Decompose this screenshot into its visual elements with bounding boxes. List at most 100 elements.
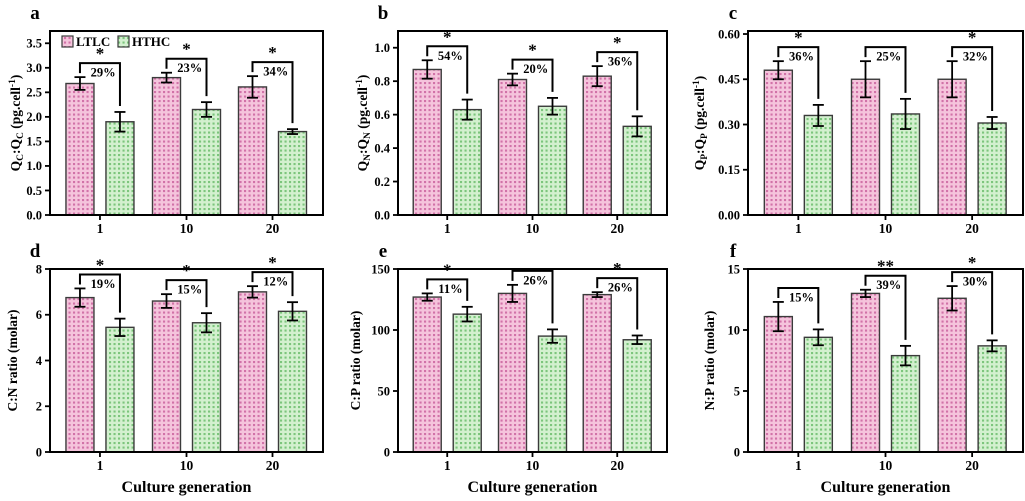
error-bar [591,65,603,88]
y-tick-label: 3.0 [26,61,42,75]
percent-change-label: 30% [963,275,988,289]
percent-change-label: 12% [263,275,288,289]
x-tick-label: 10 [526,221,540,236]
y-tick-label: 100 [371,323,390,337]
significance-asterisk: * [96,255,105,274]
bar-hthc-gen10 [537,105,568,216]
bar-ltlc-gen1 [65,296,95,453]
sig-bracket [777,286,820,324]
y-tick-label: 1.5 [26,135,42,149]
bar-hthc-gen20 [622,339,652,453]
error-bar [900,97,911,130]
bar-ltlc-gen1 [65,82,95,216]
sig-bracket [511,58,554,92]
legend: LTLC HTHC [61,34,170,49]
x-tick-label: 10 [879,221,893,236]
legend-swatch-hthc [117,35,130,48]
sig-bracket [951,271,994,335]
sig-bracket [864,46,907,93]
x-tick-label: 10 [526,458,540,473]
error-bar [421,292,433,302]
significance-asterisk: * [182,40,191,59]
x-tick-label: 10 [180,221,194,236]
y-axis-title: QC:QC (pg.cell-1) [8,75,26,172]
y-tick-label: 3.5 [26,37,42,51]
error-bar [461,98,473,121]
bar-hthc-gen1 [452,108,482,216]
plot-frame [49,30,324,216]
x-tick-label: 20 [965,458,979,473]
percent-change-label: 36% [608,55,633,69]
y-tick-label: 0.60 [718,27,740,41]
error-bar [631,115,643,138]
y-tick-label: 8 [36,262,42,276]
percent-change-label: 32% [963,50,988,64]
panel-letter-f: f [730,241,737,262]
panel-d: d 0 2 4 6 8 C:N ratio (molar) 1 10 20 19% * 15% * 12% *… [5,241,324,496]
bar-hthc-gen10 [191,108,222,216]
error-bar [860,60,871,99]
x-axis-title: Culture generation [122,479,252,496]
plot-frame [49,268,324,453]
x-tick-label: 1 [444,458,451,473]
y-tick-label: 0 [36,445,42,459]
percent-change-label: 19% [91,277,116,291]
significance-asterisk: * [268,43,277,62]
bar-hthc-gen10 [537,335,568,453]
y-tick-label: 0.45 [718,73,740,87]
y-tick-label: 0.00 [718,208,740,222]
legend-swatch-ltlc [61,35,74,48]
y-tick-label: 0 [734,445,740,459]
y-axis-title: QP:QP (pg.cell-1) [692,76,710,171]
error-bar [986,116,998,130]
percent-change-label: 15% [789,290,814,304]
y-tick-label: 0.5 [26,184,42,198]
y-tick-label: 0 [384,445,390,459]
percent-change-label: 26% [608,281,633,295]
error-bar [246,285,258,299]
x-tick-label: 1 [97,458,104,473]
significance-asterisk: * [968,28,977,47]
panel-letter-c: c [729,3,737,24]
error-bar [547,328,558,344]
x-axis-title: Culture generation [468,479,598,496]
error-bar [161,293,172,309]
y-tick-label: 15 [728,262,741,276]
bar-ltlc-gen10 [497,78,528,216]
error-bar [246,75,258,99]
y-tick-label: 4 [36,354,43,368]
error-bar [201,101,212,118]
error-bar [161,71,172,84]
percent-change-label: 39% [876,278,901,292]
error-bar [860,288,871,298]
y-axis-title: QN:QN (pg.cell-1) [355,75,373,172]
significance-asterisk: * [968,253,977,272]
bar-ltlc-gen20 [237,86,268,216]
y-tick-label: 0.0 [26,208,42,222]
y-axis-title: C:N ratio (molar) [5,310,20,412]
error-bar [812,328,824,347]
panel-c: c 0.00 0.15 0.30 0.45 0.60 QP:QP (pg.cell-1) 1 1… [692,3,1024,236]
sig-bracket [864,274,907,340]
x-tick-label: 20 [965,221,979,236]
x-tick-label: 1 [795,221,802,236]
sig-bracket [78,273,121,313]
plot-frame [397,268,668,453]
legend-label-hthc: HTHC [132,34,170,49]
bar-ltlc-gen10 [151,300,182,453]
percent-change-label: 20% [523,62,548,76]
sig-bracket [165,57,208,97]
significance-asterisk: * [794,28,803,47]
x-tick-label: 1 [795,458,802,473]
error-bar [591,291,603,298]
panel-f: f 0 5 10 15 N:P ratio (molar) 1 10 20 15% 39% ** 30%… [702,241,1024,496]
error-bar [946,60,958,99]
y-axis-title: C:P ratio (molar) [348,311,363,411]
sig-bracket [165,279,208,308]
error-bar [507,72,518,87]
error-bar [772,60,784,81]
x-tick-label: 1 [97,221,104,236]
panel-a: a 0.0 0.5 1.0 1.5 2.0 2.5 3.0 3.5 QC:QC (pg.cell-… [8,3,324,236]
plot-frame [397,30,668,216]
bar-ltlc-gen20 [582,293,612,453]
